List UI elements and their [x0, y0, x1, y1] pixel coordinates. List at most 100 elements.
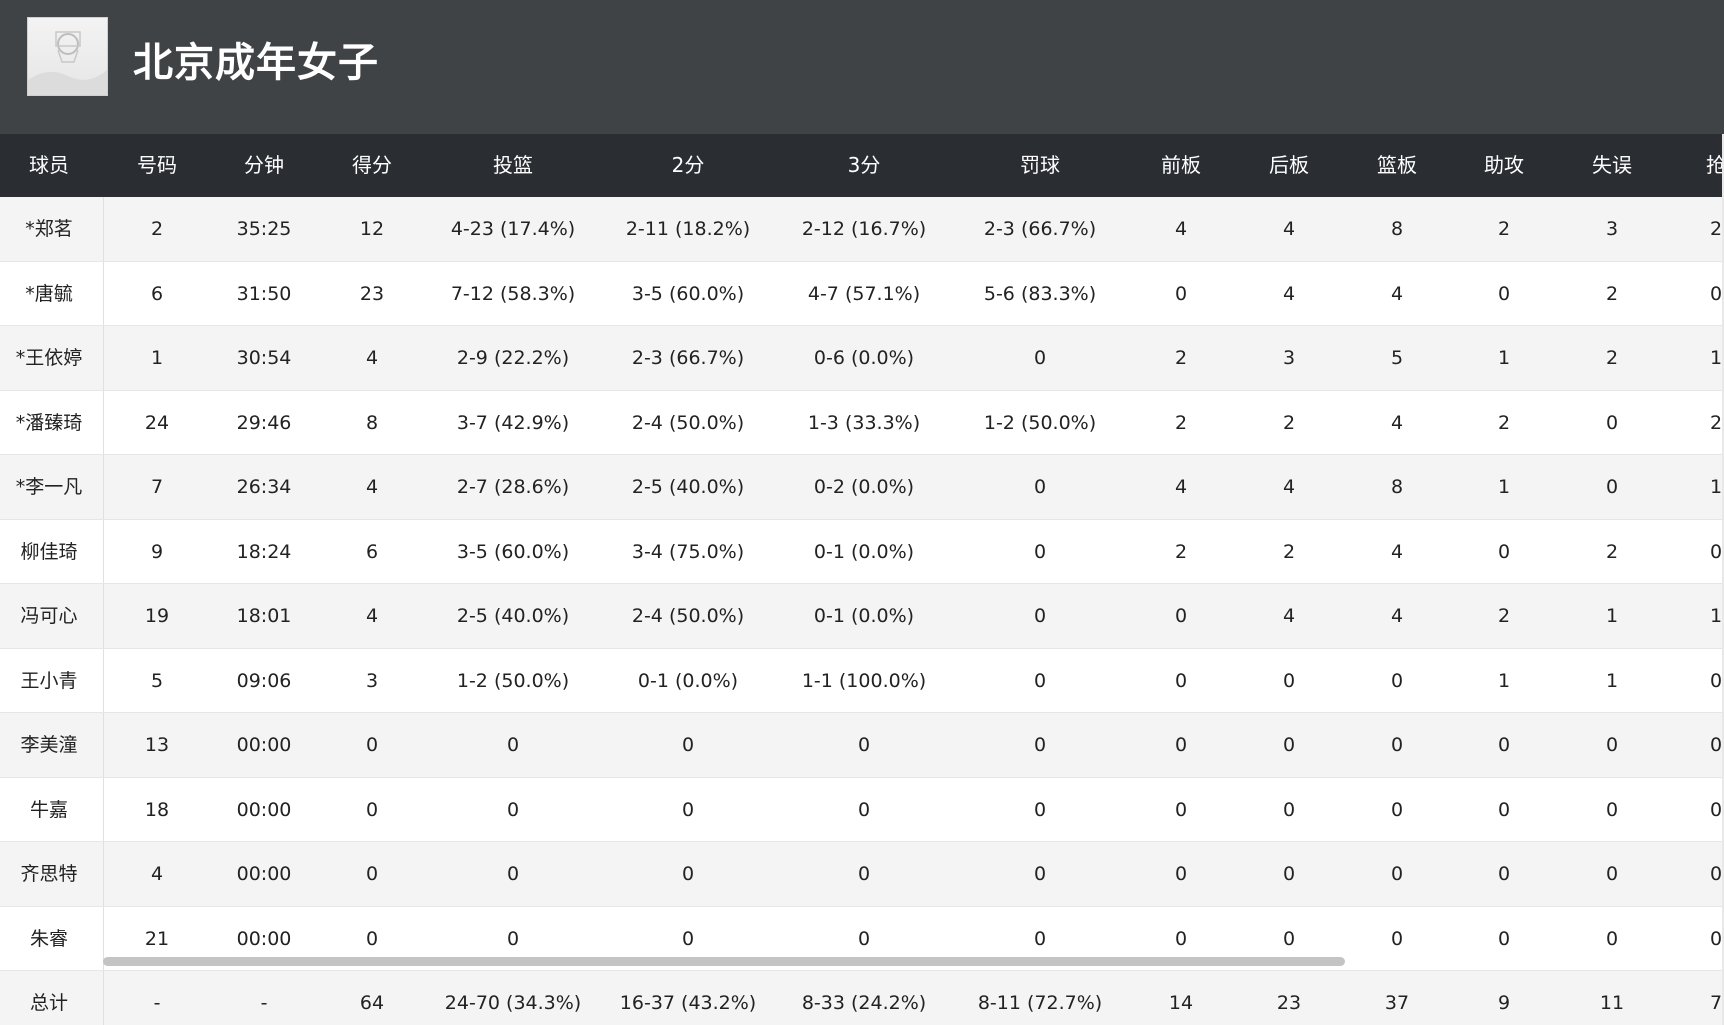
- stat-cell: 0: [1033, 927, 1047, 950]
- stat-cell: 4-23 (17.4%): [450, 218, 576, 240]
- stat-cell: 2-12 (16.7%): [801, 218, 927, 240]
- player-name: 牛嘉: [29, 798, 69, 821]
- player-row: *潘臻琦 24 29:46 8 3-7 (42.9%) 2-4 (50.0%) 1-3 (3…: [0, 390, 1724, 455]
- stat-cell: 64: [359, 992, 385, 1014]
- stat-cell: 2-7 (28.6%): [456, 476, 570, 498]
- stat-cell: 21: [144, 927, 170, 950]
- column-header[interactable]: 球员: [29, 153, 69, 177]
- column-header[interactable]: 抢: [1706, 153, 1724, 177]
- totals-row: 总计 - - 64 24-70 (34.3%) 16-37 (43.2%) 8-33 (24…: [0, 971, 1724, 1025]
- stat-cell: 4: [1390, 605, 1404, 627]
- player-row: 冯可心 19 18:01 4 2-5 (40.0%) 2-4 (50.0%) 0-1 (0.…: [0, 584, 1724, 649]
- stat-cell: 0: [1497, 927, 1511, 950]
- stat-cell: 00:00: [236, 798, 292, 821]
- basketball-hoop-icon: [28, 31, 107, 95]
- stat-cell: 2-5 (40.0%): [456, 605, 570, 627]
- stat-cell: 0: [1605, 411, 1619, 434]
- column-divider: [103, 777, 104, 841]
- stat-cell: 0: [365, 734, 379, 756]
- column-header[interactable]: 前板: [1161, 153, 1201, 177]
- stat-cell: 0: [1174, 282, 1188, 305]
- column-header[interactable]: 2分: [671, 153, 705, 177]
- stat-cell: 00:00: [236, 863, 292, 885]
- stat-cell: 0: [1709, 540, 1723, 563]
- stat-cell: 0: [681, 863, 695, 885]
- stat-cell: 6: [365, 540, 379, 563]
- stat-cell: 0: [1390, 798, 1404, 821]
- stat-cell: 0: [1282, 734, 1296, 756]
- player-name: 柳佳琦: [20, 540, 78, 563]
- stat-cell: 0: [1174, 798, 1188, 821]
- column-divider: [103, 713, 104, 777]
- player-row: *郑茗 2 35:25 12 4-23 (17.4%) 2-11 (18.2%) 2-12 …: [0, 197, 1724, 262]
- stat-cell: 09:06: [236, 669, 292, 692]
- stat-cell: 0: [1605, 798, 1619, 821]
- stat-cell: 4: [365, 605, 379, 627]
- team-header: 北京成年女子: [0, 0, 1724, 134]
- player-name: 王小青: [20, 669, 78, 692]
- stat-cell: 8-33 (24.2%): [801, 992, 927, 1014]
- stat-cell: 0-1 (0.0%): [813, 605, 915, 627]
- stat-cell: 0: [1605, 734, 1619, 756]
- column-header[interactable]: 失误: [1592, 153, 1632, 177]
- horizontal-scrollbar[interactable]: [103, 957, 1345, 966]
- stat-cell: 0: [1033, 605, 1047, 627]
- player-row: *唐毓 6 31:50 23 7-12 (58.3%) 3-5 (60.0%) 4-7 (5…: [0, 261, 1724, 326]
- team-name: 北京成年女子: [133, 40, 379, 86]
- stat-cell: 9: [1497, 992, 1511, 1014]
- stat-cell: 0: [1174, 927, 1188, 950]
- stat-cell: 4: [1390, 411, 1404, 434]
- column-header[interactable]: 后板: [1269, 153, 1309, 177]
- stat-cell: 1: [1709, 605, 1723, 627]
- stat-cell: 2: [1282, 540, 1296, 563]
- stat-cell: 18:24: [236, 540, 292, 563]
- stat-cell: 0: [1497, 734, 1511, 756]
- stat-cell: 0: [1390, 669, 1404, 692]
- column-header[interactable]: 号码: [137, 153, 177, 177]
- stat-cell: 4: [1174, 476, 1188, 498]
- stat-cell: 31:50: [236, 282, 292, 305]
- stat-cell: 5: [150, 669, 164, 692]
- stat-cell: 24-70 (34.3%): [444, 992, 582, 1014]
- column-header[interactable]: 分钟: [244, 153, 284, 177]
- stat-cell: 3: [1282, 347, 1296, 369]
- stat-cell: 1: [1497, 669, 1511, 692]
- stat-cell: 4: [1390, 540, 1404, 563]
- column-header[interactable]: 助攻: [1484, 153, 1524, 177]
- stat-cell: 12: [359, 218, 385, 240]
- column-header[interactable]: 3分: [847, 153, 881, 177]
- column-header[interactable]: 罚球: [1020, 153, 1060, 177]
- stat-cell: 2: [1709, 218, 1723, 240]
- stat-cell: 0: [1497, 282, 1511, 305]
- stat-cell: 1: [1709, 476, 1723, 498]
- column-header[interactable]: 篮板: [1377, 153, 1417, 177]
- stat-cell: 0: [1605, 476, 1619, 498]
- stat-cell: -: [153, 992, 161, 1014]
- stat-cell: -: [260, 992, 268, 1014]
- column-divider: [103, 455, 104, 519]
- player-name: *唐毓: [25, 282, 73, 305]
- stat-cell: 0: [506, 863, 520, 885]
- stat-cell: 3-5 (60.0%): [456, 540, 570, 563]
- stat-cell: 11: [1599, 992, 1625, 1014]
- stat-cell: 8: [1390, 218, 1404, 240]
- column-header[interactable]: 得分: [352, 153, 392, 177]
- stat-cell: 2-4 (50.0%): [631, 605, 745, 627]
- stat-cell: 0: [1282, 669, 1296, 692]
- player-name: 李美潼: [20, 734, 78, 756]
- stat-cell: 6: [150, 282, 164, 305]
- stat-cell: 35:25: [236, 218, 292, 240]
- stat-cell: 2: [1174, 540, 1188, 563]
- stat-cell: 9: [150, 540, 164, 563]
- stat-cell: 1-3 (33.3%): [807, 411, 921, 434]
- stat-cell: 0: [506, 927, 520, 950]
- stat-cell: 0: [681, 798, 695, 821]
- stat-cell: 2: [1605, 540, 1619, 563]
- stat-cell: 7-12 (58.3%): [450, 282, 576, 305]
- stat-cell: 8: [1390, 476, 1404, 498]
- player-row: 牛嘉 18 00:00 0 0 0 0 0 0 0 0 0 0 0: [0, 777, 1724, 842]
- stat-cell: 0: [681, 927, 695, 950]
- table-header: 球员 号码 分钟 得分 投篮 2分 3分 罚球 前板 后板 篮板 助攻 失误 抢: [0, 134, 1724, 197]
- column-header[interactable]: 投篮: [493, 153, 533, 177]
- stat-cell: 0: [1033, 540, 1047, 563]
